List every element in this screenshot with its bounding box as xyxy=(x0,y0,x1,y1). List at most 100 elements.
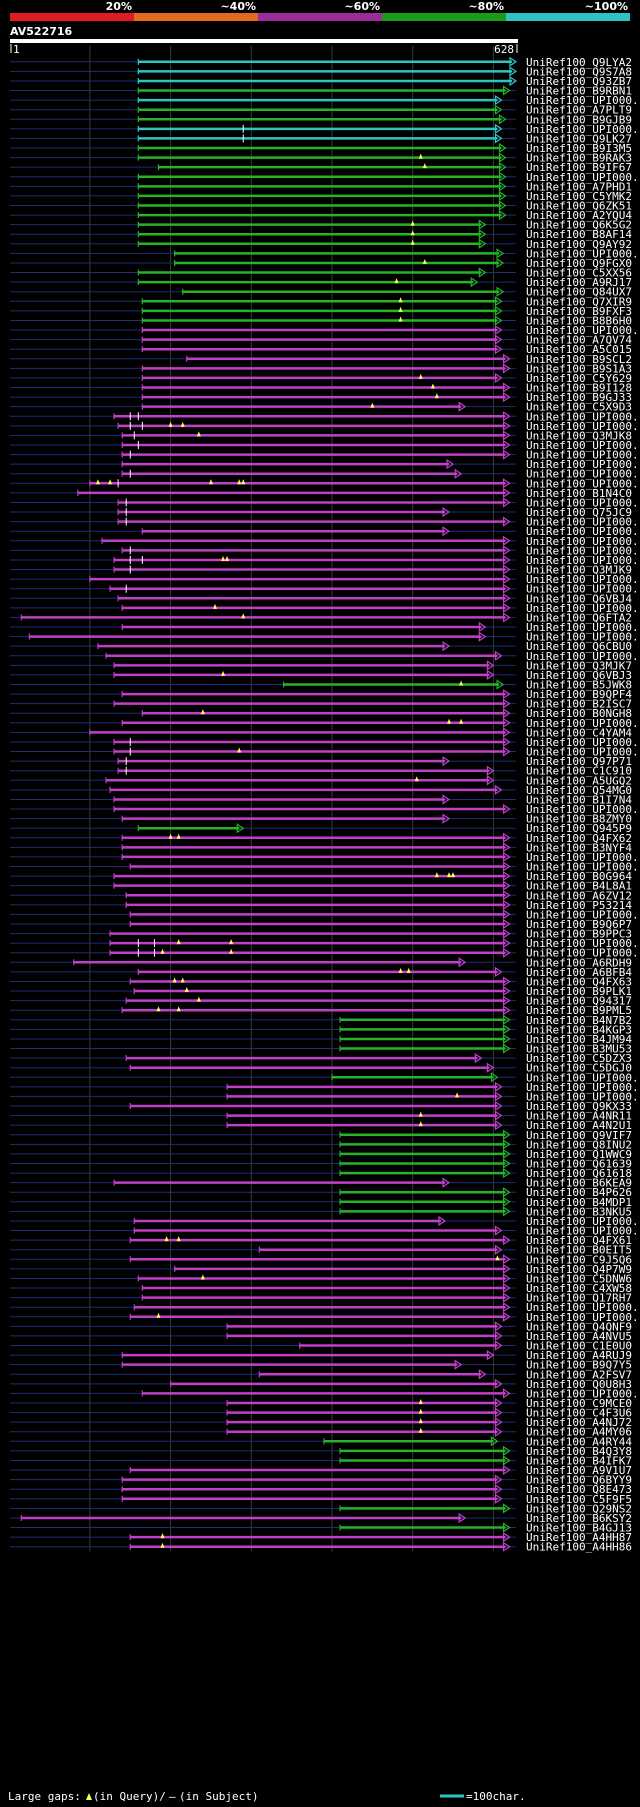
hit-row[interactable]: UniRef100_Q93ZB7 xyxy=(10,75,632,88)
hit-label[interactable]: UniRef100_UPI000.. xyxy=(526,439,640,452)
hit-row[interactable]: UniRef100_B8B6H0 xyxy=(10,314,632,327)
hit-label[interactable]: UniRef100_UPI000.. xyxy=(526,1081,640,1094)
hit-row[interactable]: UniRef100_A2YQU4 xyxy=(10,209,632,222)
hit-label[interactable]: UniRef100_B4Q3Y8 xyxy=(526,1445,632,1458)
hit-label[interactable]: UniRef100_UPI000.. xyxy=(526,420,640,433)
hit-label[interactable]: UniRef100_Q75JC9 xyxy=(526,506,632,519)
hit-row[interactable]: UniRef100_C5DZX3 xyxy=(10,1052,632,1065)
hit-row[interactable]: UniRef100_Q8INU2 xyxy=(10,1138,632,1151)
hit-label[interactable]: UniRef100_C4F3U6 xyxy=(526,1407,632,1420)
hit-label[interactable]: UniRef100_B3NYF4 xyxy=(526,841,632,854)
hit-row[interactable]: UniRef100_B9Q6P7 xyxy=(10,918,632,931)
hit-row[interactable]: UniRef100_B6KEA9 xyxy=(10,1177,632,1190)
hit-row[interactable]: UniRef100_B9FXF3 xyxy=(10,305,632,318)
hit-row[interactable]: UniRef100_A5C015 xyxy=(10,343,632,356)
hit-row[interactable]: UniRef100_B4KGP3 xyxy=(10,1023,632,1036)
hit-label[interactable]: UniRef100_Q97P71 xyxy=(526,755,632,768)
hit-label[interactable]: UniRef100_Q93ZB7 xyxy=(526,75,632,88)
hit-label[interactable]: UniRef100_Q945P9 xyxy=(526,822,632,835)
hit-row[interactable]: UniRef100_A5UGQ2 xyxy=(10,774,632,787)
hit-row[interactable]: UniRef100_UPI000.. xyxy=(10,1225,640,1238)
hit-row[interactable]: UniRef100_B3MU53 xyxy=(10,1043,632,1056)
hit-label[interactable]: UniRef100_Q4FX62 xyxy=(526,832,632,845)
hit-row[interactable]: UniRef100_C5DGJ0 xyxy=(10,1062,632,1075)
hit-label[interactable]: UniRef100_Q6ZK51 xyxy=(526,199,632,212)
hit-label[interactable]: UniRef100_B4GJ13 xyxy=(526,1522,632,1535)
hit-label[interactable]: UniRef100_A4RY44 xyxy=(526,1435,632,1448)
hit-label[interactable]: UniRef100_B9FXF3 xyxy=(526,305,632,318)
hit-row[interactable]: UniRef100_A6ZV12 xyxy=(10,889,632,902)
hit-label[interactable]: UniRef100_Q9KX33 xyxy=(526,1100,632,1113)
hit-row[interactable]: UniRef100_B9I128 xyxy=(10,382,632,395)
hit-row[interactable]: UniRef100_Q4FX62 xyxy=(10,832,632,845)
hit-label[interactable]: UniRef100_UPI000.. xyxy=(526,851,640,864)
hit-row[interactable]: UniRef100_A4HH87 xyxy=(10,1531,632,1544)
hit-row[interactable]: UniRef100_B4IFK7 xyxy=(10,1454,632,1467)
hit-row[interactable]: UniRef100_Q4FX61 xyxy=(10,1234,632,1247)
hit-row[interactable]: UniRef100_UPI000.. xyxy=(10,631,640,644)
hit-label[interactable]: UniRef100_UPI000.. xyxy=(526,247,640,260)
hit-row[interactable]: UniRef100_UPI000.. xyxy=(10,420,640,433)
hit-label[interactable]: UniRef100_B5JWK8 xyxy=(526,678,632,691)
hit-label[interactable]: UniRef100_A7QV74 xyxy=(526,334,632,347)
hit-row[interactable]: UniRef100_A9RJ17 xyxy=(10,276,632,289)
hit-row[interactable]: UniRef100_UPI000.. xyxy=(10,602,640,615)
hit-row[interactable]: UniRef100_UPI000.. xyxy=(10,1311,640,1324)
hit-row[interactable]: UniRef100_UPI000.. xyxy=(10,410,640,423)
hit-row[interactable]: UniRef100_B9S1A3 xyxy=(10,362,632,375)
hit-label[interactable]: UniRef100_A5UGQ2 xyxy=(526,774,632,787)
hit-label[interactable]: UniRef100_Q4FX63 xyxy=(526,975,632,988)
hit-row[interactable]: UniRef100_Q6CBU0 xyxy=(10,640,632,653)
hit-row[interactable]: UniRef100_Q54MG0 xyxy=(10,784,632,797)
hit-row[interactable]: UniRef100_C9J5Q6 xyxy=(10,1253,632,1266)
hit-label[interactable]: UniRef100_A7PHD1 xyxy=(526,180,632,193)
hit-row[interactable]: UniRef100_UPI000.. xyxy=(10,535,640,548)
hit-row[interactable]: UniRef100_UPI000.. xyxy=(10,851,640,864)
hit-row[interactable]: UniRef100_B9I3M5 xyxy=(10,142,632,155)
hit-label[interactable]: UniRef100_B9GJB9 xyxy=(526,113,632,126)
hit-row[interactable]: UniRef100_Q9S7A8 xyxy=(10,65,632,78)
hit-row[interactable]: UniRef100_Q9KX33 xyxy=(10,1100,632,1113)
hit-label[interactable]: UniRef100_A2FSV7 xyxy=(526,1368,632,1381)
hit-row[interactable]: UniRef100_A4NR11 xyxy=(10,1110,632,1123)
hit-row[interactable]: UniRef100_Q0U8H3 xyxy=(10,1378,632,1391)
hit-label[interactable]: UniRef100_UPI000.. xyxy=(526,1090,640,1103)
hit-row[interactable]: UniRef100_Q6VBJ4 xyxy=(10,592,632,605)
hit-label[interactable]: UniRef100_UPI000.. xyxy=(526,947,640,960)
hit-label[interactable]: UniRef100_Q4P7W9 xyxy=(526,1263,632,1276)
hit-row[interactable]: UniRef100_Q9LYA2 xyxy=(10,56,632,69)
hit-label[interactable]: UniRef100_Q6FTA2 xyxy=(526,611,632,624)
hit-row[interactable]: UniRef100_B4MDP1 xyxy=(10,1196,632,1209)
hit-row[interactable]: UniRef100_C5DNW6 xyxy=(10,1272,632,1285)
hit-row[interactable]: UniRef100_UPI000.. xyxy=(10,1081,640,1094)
hit-label[interactable]: UniRef100_Q8E473 xyxy=(526,1483,632,1496)
hit-label[interactable]: UniRef100_B9RAK3 xyxy=(526,152,632,165)
hit-row[interactable]: UniRef100_A4NVU5 xyxy=(10,1330,632,1343)
hit-row[interactable]: UniRef100_B4GJ13 xyxy=(10,1522,632,1535)
hit-label[interactable]: UniRef100_Q61618 xyxy=(526,1167,632,1180)
hit-label[interactable]: UniRef100_Q9LK27 xyxy=(526,132,632,145)
hit-row[interactable]: UniRef100_A6BFB4 xyxy=(10,966,632,979)
hit-row[interactable]: UniRef100_B5JWK8 xyxy=(10,678,632,691)
hit-row[interactable]: UniRef100_UPI000.. xyxy=(10,621,640,634)
hit-label[interactable]: UniRef100_B4IFK7 xyxy=(526,1454,632,1467)
hit-label[interactable]: UniRef100_B8AF14 xyxy=(526,228,632,241)
hit-row[interactable]: UniRef100_A7QV74 xyxy=(10,334,632,347)
hit-label[interactable]: UniRef100_B0EIT5 xyxy=(526,1244,632,1257)
hit-row[interactable]: UniRef100_Q17RH7 xyxy=(10,1292,632,1305)
hit-row[interactable]: UniRef100_Q61639 xyxy=(10,1157,632,1170)
hit-row[interactable]: UniRef100_UPI000.. xyxy=(10,544,640,557)
hit-label[interactable]: UniRef100_UPI000.. xyxy=(526,1387,640,1400)
hit-label[interactable]: UniRef100_C9MCE0 xyxy=(526,1397,632,1410)
hit-label[interactable]: UniRef100_B1I7N4 xyxy=(526,793,632,806)
hit-label[interactable]: UniRef100_B2ISC7 xyxy=(526,698,632,711)
hit-row[interactable]: UniRef100_B9QPF4 xyxy=(10,688,632,701)
hit-label[interactable]: UniRef100_B9RBN1 xyxy=(526,85,632,98)
hit-label[interactable]: UniRef100_A4HH86 xyxy=(526,1541,632,1554)
hit-row[interactable]: UniRef100_UPI000.. xyxy=(10,1090,640,1103)
hit-label[interactable]: UniRef100_C5DNW6 xyxy=(526,1272,632,1285)
hit-row[interactable]: UniRef100_Q6K5G2 xyxy=(10,219,632,232)
hit-label[interactable]: UniRef100_A5C015 xyxy=(526,343,632,356)
hit-label[interactable]: UniRef100_Q84UX7 xyxy=(526,286,632,299)
hit-label[interactable]: UniRef100_UPI000.. xyxy=(526,650,640,663)
